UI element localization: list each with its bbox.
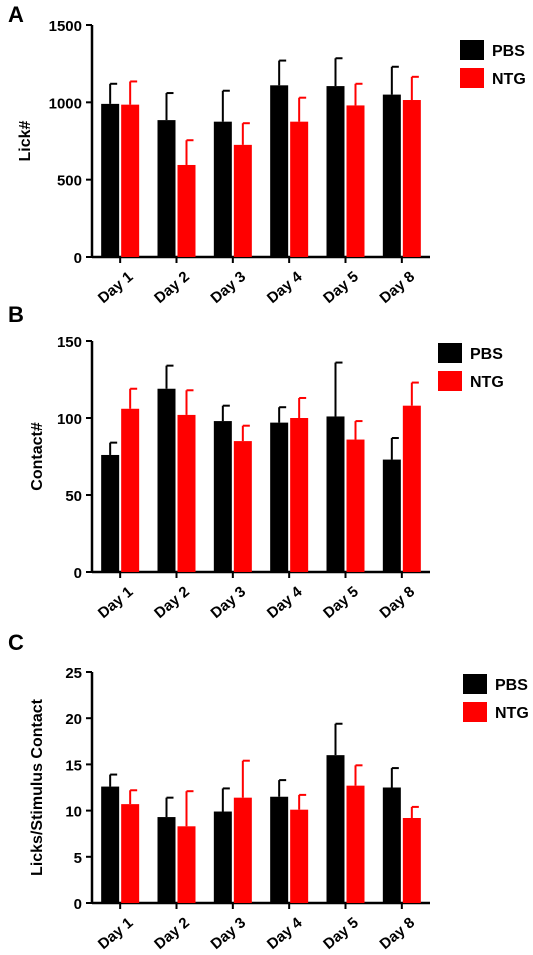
x-tick-label: Day 2 xyxy=(151,583,193,622)
bar-pbs xyxy=(326,416,345,572)
bar-ntg xyxy=(121,408,140,572)
y-tick-label: 1000 xyxy=(49,95,82,112)
bar-ntg xyxy=(177,164,196,257)
y-tick-label: 0 xyxy=(74,565,82,582)
bar-ntg xyxy=(177,414,196,572)
y-tick-label: 5 xyxy=(74,850,82,867)
chart-panel-a: A 0 500 1000 1500 Lick# Day 1 Day 2 Day 3 Day 4 Da… xyxy=(8,2,526,307)
legend-label-ntg: NTG xyxy=(495,705,529,722)
bar-pbs xyxy=(270,85,289,257)
panel-label: B xyxy=(8,302,24,327)
x-tick-label: Day 3 xyxy=(208,583,250,622)
chart-panel-b: B 0 50 100 150 Contact# Day 1 Day 2 Day 3 Day 4 Da… xyxy=(8,302,504,622)
bar-ntg xyxy=(402,817,421,903)
x-tick-label: Day 8 xyxy=(377,268,419,307)
bar-ntg xyxy=(402,405,421,572)
x-tick-label: Day 5 xyxy=(320,914,362,953)
bar-ntg xyxy=(402,100,421,257)
bar-pbs xyxy=(101,454,120,572)
x-tick-label: Day 2 xyxy=(151,914,193,953)
x-tick-label: Day 1 xyxy=(95,914,137,953)
y-axis-title: Lick# xyxy=(17,120,34,161)
bar-ntg xyxy=(346,105,365,257)
x-tick-label: Day 3 xyxy=(208,268,250,307)
x-tick-label: Day 5 xyxy=(320,268,362,307)
y-tick-label: 25 xyxy=(65,665,82,682)
x-tick-label: Day 8 xyxy=(377,583,419,622)
bar-pbs xyxy=(382,787,401,903)
y-tick-label: 150 xyxy=(57,334,82,351)
bar-ntg xyxy=(346,439,365,572)
panel-label: A xyxy=(8,2,24,27)
x-tick-label: Day 5 xyxy=(320,583,362,622)
bar-pbs xyxy=(157,388,176,572)
bar-pbs xyxy=(382,459,401,572)
legend-label-pbs: PBS xyxy=(470,346,503,363)
bar-pbs xyxy=(326,755,345,903)
legend-swatch-ntg xyxy=(438,371,462,391)
y-tick-label: 100 xyxy=(57,411,82,428)
bar-ntg xyxy=(290,418,309,572)
legend-swatch-pbs xyxy=(438,343,462,363)
legend-swatch-ntg xyxy=(460,68,484,88)
legend-label-ntg: NTG xyxy=(470,374,504,391)
y-axis-title: Licks/Stimulus Contact xyxy=(29,698,46,876)
bar-ntg xyxy=(177,826,196,903)
bar-pbs xyxy=(326,86,345,258)
bar-ntg xyxy=(233,797,252,903)
bar-pbs xyxy=(157,817,176,903)
y-tick-label: 50 xyxy=(65,488,82,505)
y-tick-label: 0 xyxy=(74,896,82,913)
bar-pbs xyxy=(213,811,232,903)
y-tick-label: 20 xyxy=(65,711,82,728)
bar-pbs xyxy=(213,421,232,572)
y-tick-label: 10 xyxy=(65,804,82,821)
bar-ntg xyxy=(121,804,140,903)
x-tick-label: Day 4 xyxy=(264,268,306,307)
x-tick-label: Day 8 xyxy=(377,914,419,953)
bar-pbs xyxy=(101,103,120,257)
panel-label: C xyxy=(8,630,24,655)
y-axis-title: Contact# xyxy=(29,422,46,491)
bar-ntg xyxy=(233,441,252,572)
x-tick-label: Day 2 xyxy=(151,268,193,307)
bar-pbs xyxy=(270,422,289,572)
bar-ntg xyxy=(121,104,140,257)
legend-label-pbs: PBS xyxy=(495,677,528,694)
legend-swatch-ntg xyxy=(463,702,487,722)
x-tick-label: Day 1 xyxy=(95,268,137,307)
legend-swatch-pbs xyxy=(463,674,487,694)
bar-ntg xyxy=(290,809,309,903)
bar-pbs xyxy=(101,786,120,903)
legend-label-ntg: NTG xyxy=(492,71,526,88)
bar-pbs xyxy=(213,121,232,258)
y-tick-label: 1500 xyxy=(49,18,82,35)
x-tick-label: Day 1 xyxy=(95,583,137,622)
x-tick-label: Day 3 xyxy=(208,914,250,953)
bar-pbs xyxy=(382,94,401,257)
y-tick-label: 500 xyxy=(57,173,82,190)
x-tick-label: Day 4 xyxy=(264,583,306,622)
bar-ntg xyxy=(233,144,252,257)
legend-swatch-pbs xyxy=(460,40,484,60)
x-tick-label: Day 4 xyxy=(264,914,306,953)
legend-label-pbs: PBS xyxy=(492,43,525,60)
bar-pbs xyxy=(157,120,176,258)
bar-pbs xyxy=(270,796,289,903)
bar-ntg xyxy=(346,785,365,903)
chart-panel-c: C 0 5 10 15 20 25 Licks/Stimulus Contact Day 1 Da… xyxy=(8,630,529,953)
bar-ntg xyxy=(290,121,309,258)
y-tick-label: 15 xyxy=(65,757,82,774)
y-tick-label: 0 xyxy=(74,250,82,267)
